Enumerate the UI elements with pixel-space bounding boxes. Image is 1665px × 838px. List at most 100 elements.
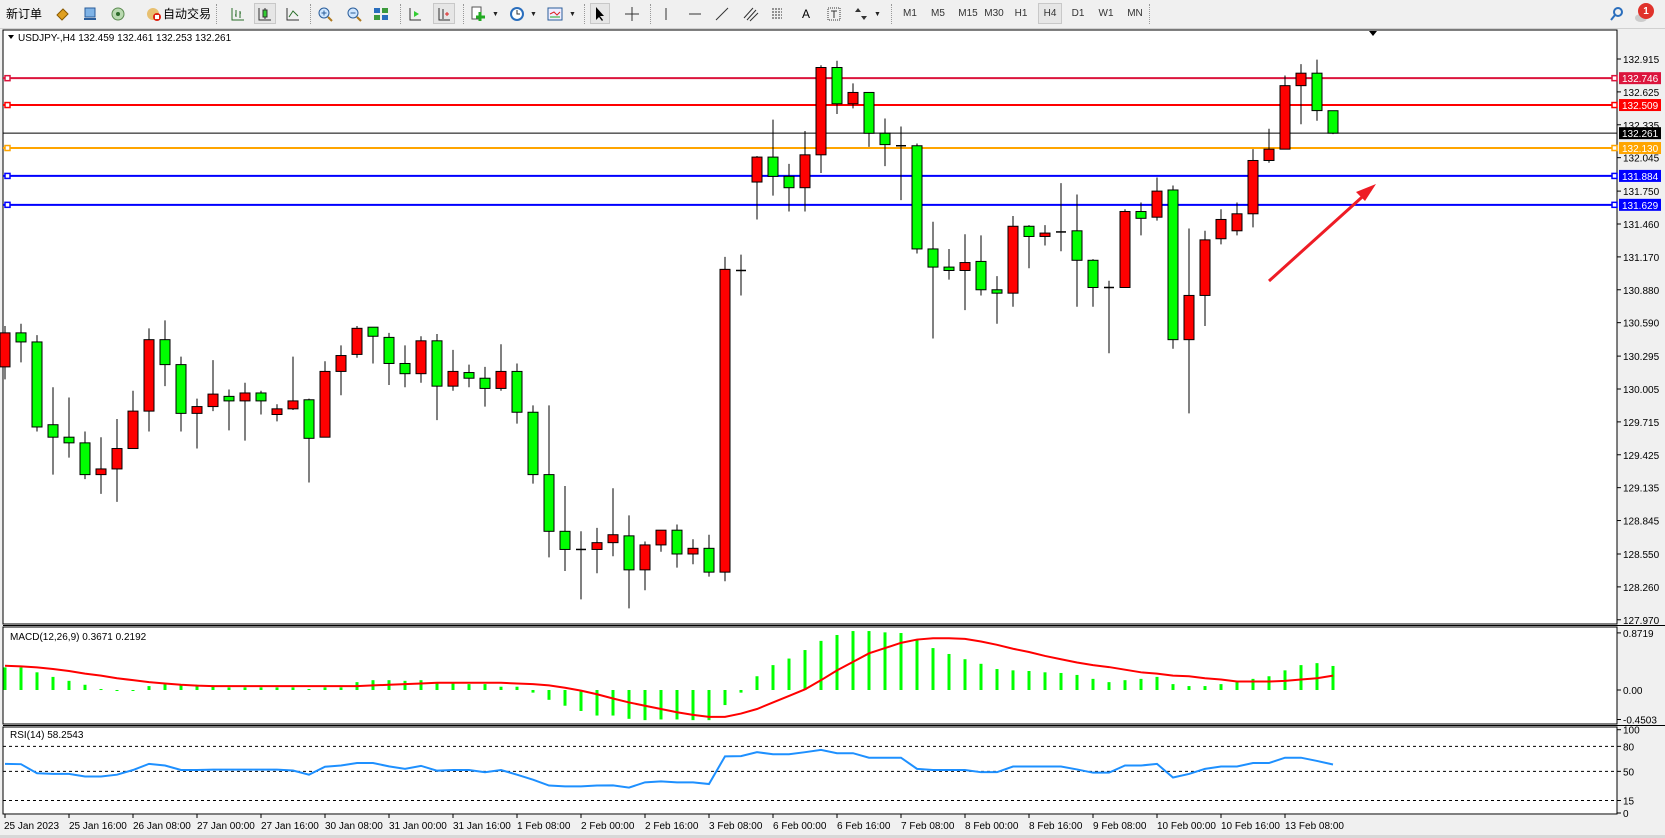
macd-histogram-bar <box>883 632 887 690</box>
search-icon[interactable] <box>1607 3 1627 24</box>
timeframe-m1[interactable]: M1 <box>903 8 917 19</box>
level-handle-left[interactable] <box>4 74 11 82</box>
level-handle-left[interactable] <box>4 101 11 109</box>
horizontal-line-icon[interactable] <box>685 3 705 24</box>
timeframe-mn[interactable]: MN <box>1127 8 1143 19</box>
level-handle-right[interactable] <box>1611 201 1618 209</box>
candle <box>143 328 155 432</box>
level-handle-right[interactable] <box>1611 144 1618 152</box>
periods-clock-icon[interactable] <box>507 3 527 24</box>
chart-shift-icon[interactable] <box>433 3 455 24</box>
candle-body <box>671 529 683 555</box>
price-tick-label: 128.550 <box>1623 550 1660 561</box>
templates-icon[interactable] <box>545 3 565 24</box>
timeframe-h1[interactable]: H1 <box>1014 8 1028 19</box>
macd-histogram-bar <box>1107 682 1111 690</box>
candle <box>95 437 107 494</box>
collapse-triangle-icon[interactable] <box>8 35 14 39</box>
horizontal-levels[interactable]: 132.746 132.509 132.130 131.884 131.629 132.2… <box>3 72 1661 212</box>
arrows-dropdown-icon[interactable]: ▼ <box>874 11 881 18</box>
notification-badge[interactable]: 1 <box>1638 3 1654 19</box>
zoom-out-icon[interactable] <box>344 3 364 24</box>
level-handle-right[interactable] <box>1611 74 1618 82</box>
tile-windows-icon[interactable] <box>371 3 391 24</box>
macd-histogram-bar <box>595 690 599 716</box>
indicators-icon[interactable] <box>468 3 488 24</box>
crosshair-icon[interactable] <box>622 3 642 24</box>
candle-body <box>527 411 539 476</box>
candle-body <box>1263 148 1275 161</box>
candle-body <box>943 266 955 271</box>
time-tick-label: 27 Jan 16:00 <box>261 821 319 832</box>
macd-histogram-bar <box>163 684 167 690</box>
candle <box>1215 209 1227 245</box>
timeframe-w1[interactable]: W1 <box>1098 8 1114 19</box>
macd-histogram-bar <box>83 684 87 690</box>
time-tick-label: 30 Jan 08:00 <box>325 821 383 832</box>
price-tick-label: 130.880 <box>1623 286 1660 297</box>
macd-histogram-bar <box>1171 684 1175 690</box>
candle-body <box>1327 110 1339 134</box>
indicators-dropdown-icon[interactable]: ▼ <box>492 11 499 18</box>
vertical-line-icon[interactable] <box>656 3 676 24</box>
level-price-label: 132.746 <box>1622 74 1659 85</box>
level-handle-left[interactable] <box>4 172 11 180</box>
auto-trading-icon <box>146 7 161 21</box>
candle-body <box>751 156 763 183</box>
auto-trading-button[interactable]: 自动交易 <box>136 3 220 24</box>
macd-histogram-bar <box>243 687 247 690</box>
new-order-button[interactable]: 新订单 <box>2 3 46 24</box>
templates-dropdown-icon[interactable]: ▼ <box>569 11 576 18</box>
timeframe-d1[interactable]: D1 <box>1071 8 1085 19</box>
trendline-icon[interactable] <box>712 3 732 24</box>
time-tick-label: 31 Jan 00:00 <box>389 821 447 832</box>
candle-body <box>959 262 971 271</box>
chart-shift-marker-icon[interactable] <box>1369 31 1377 36</box>
cursor-icon[interactable] <box>590 3 610 24</box>
timeframe-m5[interactable]: M5 <box>931 8 945 19</box>
candle-body <box>383 336 395 364</box>
candle-body <box>335 355 347 372</box>
timeframe-m15[interactable]: M15 <box>958 8 978 19</box>
timeframe-h4[interactable]: H4 <box>1038 3 1062 24</box>
candle-body <box>1119 211 1131 289</box>
candle <box>271 404 283 422</box>
level-price-label: 132.509 <box>1622 101 1659 112</box>
timeframe-m30[interactable]: M30 <box>984 8 1004 19</box>
text-tool-icon[interactable]: A <box>801 6 810 21</box>
equidistant-channel-icon[interactable] <box>741 3 761 24</box>
navigator-icon[interactable] <box>108 3 128 24</box>
candle <box>319 361 331 438</box>
line-chart-icon[interactable] <box>283 3 303 24</box>
auto-scroll-icon[interactable] <box>405 3 425 24</box>
time-axis[interactable]: 25 Jan 2023 25 Jan 16:00 26 Jan 08:00 27 Ja… <box>0 814 1665 838</box>
level-handle-left[interactable] <box>4 144 11 152</box>
candle <box>175 356 187 432</box>
level-handle-right[interactable] <box>1611 172 1618 180</box>
candle-body <box>447 370 459 387</box>
candle <box>1039 225 1051 246</box>
text-label-icon[interactable] <box>824 3 844 24</box>
price-tick-label: 129.135 <box>1623 484 1660 495</box>
periods-dropdown-icon[interactable]: ▼ <box>530 11 537 18</box>
price-tick-label: 127.970 <box>1623 616 1660 627</box>
candle-body <box>399 362 411 375</box>
price-axis[interactable]: 132.915 132.625 132.335 132.045 131.750 131.4… <box>1617 55 1660 627</box>
candle <box>383 332 395 386</box>
current-price-tag <box>1619 127 1661 140</box>
candlestick-chart-icon[interactable] <box>254 3 276 24</box>
data-window-icon[interactable] <box>80 3 100 24</box>
zoom-in-icon[interactable] <box>315 3 335 24</box>
candle-body <box>463 372 475 379</box>
market-watch-icon[interactable] <box>52 3 72 24</box>
candle <box>543 405 555 558</box>
candle <box>783 163 795 212</box>
level-handle-right[interactable] <box>1611 101 1618 109</box>
arrows-icon[interactable] <box>852 3 872 24</box>
fibonacci-icon[interactable] <box>768 3 788 24</box>
level-handle-left[interactable] <box>4 201 11 209</box>
candle <box>767 119 779 196</box>
candle <box>79 431 91 480</box>
bar-chart-icon[interactable] <box>228 3 248 24</box>
